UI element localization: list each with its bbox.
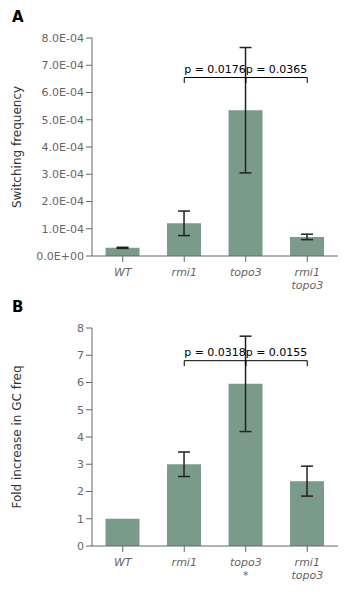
svg-text:topo3: topo3 <box>230 266 262 279</box>
svg-text:3: 3 <box>77 458 84 471</box>
svg-text:4: 4 <box>77 431 84 444</box>
svg-text:rmi1: rmi1 <box>172 266 197 279</box>
svg-text:rmi1topo3: rmi1topo3 <box>291 266 323 292</box>
html-text:B: B <box>12 298 24 316</box>
svg-text:topo3*: topo3* <box>230 556 262 582</box>
svg-text:6: 6 <box>77 376 84 389</box>
svg-text:3.0E-04: 3.0E-04 <box>42 168 84 181</box>
html-text:A: A <box>12 8 24 26</box>
svg-text:2: 2 <box>77 485 84 498</box>
svg-text:0: 0 <box>77 540 84 553</box>
svg-text:8.0E-04: 8.0E-04 <box>42 32 84 45</box>
svg-text:p = 0.0176: p = 0.0176 <box>184 63 246 76</box>
svg-text:p = 0.0365: p = 0.0365 <box>246 63 308 76</box>
svg-text:p = 0.0155: p = 0.0155 <box>246 346 308 359</box>
svg-text:1.0E-04: 1.0E-04 <box>42 223 84 236</box>
svg-text:5.0E-04: 5.0E-04 <box>42 114 84 127</box>
svg-text:7.0E-04: 7.0E-04 <box>42 59 84 72</box>
svg-text:WT: WT <box>114 556 133 569</box>
svg-text:p = 0.0318: p = 0.0318 <box>184 346 246 359</box>
svg-text:Switching frequency: Switching frequency <box>10 86 24 208</box>
svg-text:rmi1: rmi1 <box>172 556 197 569</box>
svg-text:7: 7 <box>77 349 84 362</box>
svg-text:6.0E-04: 6.0E-04 <box>42 86 84 99</box>
svg-text:4.0E-04: 4.0E-04 <box>42 141 84 154</box>
svg-text:rmi1topo3: rmi1topo3 <box>291 556 323 582</box>
svg-text:0.0E+00: 0.0E+00 <box>36 250 84 263</box>
svg-text:Fold increase in GC freq: Fold increase in GC freq <box>10 365 24 508</box>
svg-text:WT: WT <box>114 266 133 279</box>
svg-text:1: 1 <box>77 513 84 526</box>
svg-text:8: 8 <box>77 322 84 335</box>
svg-text:5: 5 <box>77 404 84 417</box>
svg-text:2.0E-04: 2.0E-04 <box>42 195 84 208</box>
